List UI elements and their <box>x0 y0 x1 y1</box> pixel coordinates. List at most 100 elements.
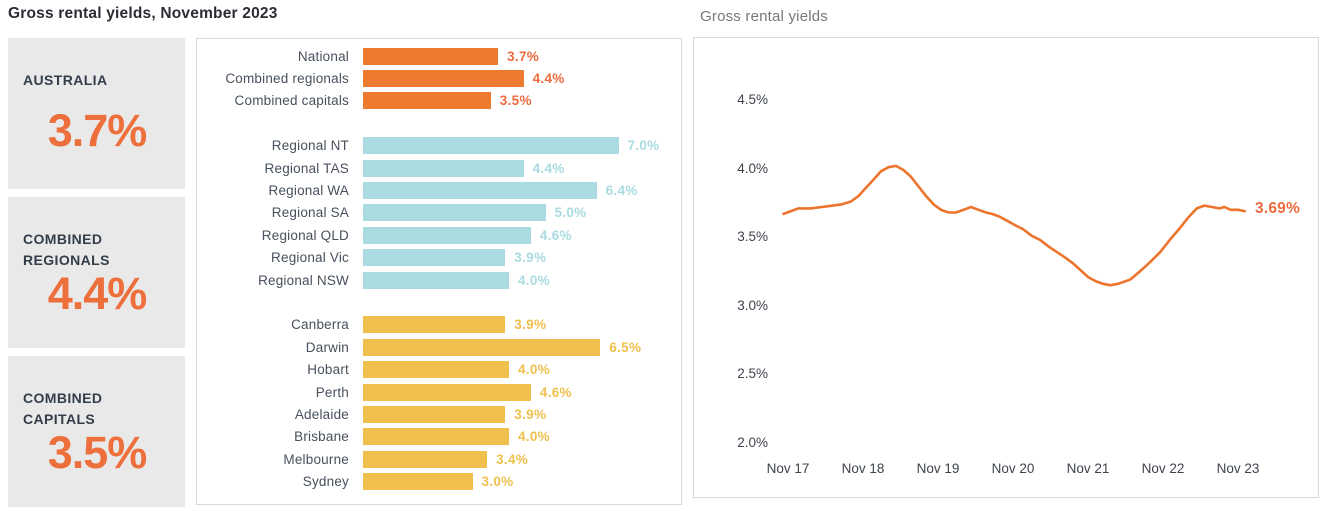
bar-value-label: 3.0% <box>481 474 514 490</box>
bar-rows: National 3.7% Combined regionals 4.4% Combin… <box>197 45 681 493</box>
bar-value-label: 6.4% <box>605 183 638 199</box>
bar <box>363 159 524 177</box>
bar-category-label: Hobart <box>307 362 349 378</box>
bar-row: Combined regionals 4.4% <box>197 67 681 89</box>
bar-value-label: 4.4% <box>532 71 565 87</box>
x-axis-tick-label: Nov 17 <box>766 461 810 476</box>
bar-category-label: Canberra <box>291 317 349 333</box>
y-axis-tick-label: 3.0% <box>737 298 768 313</box>
bar-value-label: 4.0% <box>518 429 550 445</box>
bar-row: Adelaide 3.9% <box>197 403 681 425</box>
bar <box>363 450 488 468</box>
bar <box>363 249 506 267</box>
bar-category-label: Regional SA <box>271 205 349 221</box>
summary-card-value: 3.7% <box>47 105 148 156</box>
bar-category-label: Darwin <box>305 339 349 355</box>
bar-category-label: Regional TAS <box>264 160 349 176</box>
bar <box>363 428 509 446</box>
bar-row: Canberra 3.9% <box>197 314 681 336</box>
bar-row: Darwin 6.5% <box>197 336 681 358</box>
x-axis-tick-label: Nov 20 <box>991 461 1035 476</box>
summary-card-value: 4.4% <box>47 268 148 319</box>
bar-row: Regional SA 5.0% <box>197 202 681 224</box>
bar-value-label: 4.0% <box>518 362 550 378</box>
bar <box>363 182 597 200</box>
bar-value-label: 4.4% <box>532 160 565 176</box>
y-axis-tick-label: 4.5% <box>737 92 768 107</box>
bar-value-label: 3.4% <box>496 451 529 467</box>
bar-row: Melbourne 3.4% <box>197 448 681 470</box>
bar <box>363 226 531 244</box>
bar-row: Brisbane 4.0% <box>197 426 681 448</box>
bar-value-label: 3.9% <box>514 317 547 333</box>
summary-card-combined-capitals: COMBINED CAPITALS 3.5% <box>8 356 185 507</box>
line-chart-title: Gross rental yields <box>700 8 829 25</box>
summary-card-label: COMBINED REGIONALS <box>23 231 110 268</box>
bar-row: Regional TAS 4.4% <box>197 157 681 179</box>
bar-value-label: 7.0% <box>627 138 660 154</box>
bar <box>363 92 491 110</box>
bar-value-label: 6.5% <box>609 339 642 355</box>
bar-category-label: Sydney <box>302 474 349 490</box>
bar-category-label: Regional Vic <box>271 250 349 266</box>
y-axis-tick-label: 3.5% <box>737 229 768 244</box>
bar <box>363 383 531 401</box>
page-title: Gross rental yields, November 2023 <box>8 5 278 22</box>
x-axis-tick-label: Nov 18 <box>841 461 885 476</box>
bar-group-spacer <box>197 112 681 134</box>
x-axis-tick-label: Nov 22 <box>1141 461 1185 476</box>
x-axis-tick-label: Nov 19 <box>916 461 960 476</box>
y-axis-tick-label: 4.0% <box>737 161 768 176</box>
bar-value-label: 4.0% <box>518 272 550 288</box>
summary-card-australia: AUSTRALIA 3.7% <box>8 38 185 189</box>
bar <box>363 338 601 356</box>
bar-value-label: 3.5% <box>499 93 532 109</box>
bar-row: Sydney 3.0% <box>197 470 681 492</box>
bar-value-label: 3.9% <box>514 406 547 422</box>
summary-card-label: AUSTRALIA <box>23 72 108 88</box>
summary-card-combined-regionals: COMBINED REGIONALS 4.4% <box>8 197 185 348</box>
y-axis-tick-label: 2.0% <box>737 435 768 450</box>
bar-row: Regional Vic 3.9% <box>197 247 681 269</box>
y-axis-tick-label: 2.5% <box>737 366 768 381</box>
bar-category-label: Adelaide <box>294 406 349 422</box>
bar-chart-panel: National 3.7% Combined regionals 4.4% Combin… <box>196 38 682 505</box>
bar-value-label: 4.6% <box>539 384 572 400</box>
bar <box>363 47 499 65</box>
bar <box>363 271 509 289</box>
bar-category-label: Combined regionals <box>225 71 349 87</box>
bar-row: Regional QLD 4.6% <box>197 224 681 246</box>
bar <box>363 204 546 222</box>
bar-value-label: 4.6% <box>539 227 572 243</box>
bar <box>363 137 619 155</box>
bar-category-label: National <box>297 48 349 64</box>
bar-value-label: 3.7% <box>507 48 540 64</box>
bar-category-label: Melbourne <box>283 451 349 467</box>
summary-card-label: COMBINED CAPITALS <box>23 390 103 427</box>
bar-category-label: Regional WA <box>268 183 349 199</box>
bar <box>363 316 506 334</box>
bar-category-label: Regional QLD <box>261 227 349 243</box>
bar-row: Combined capitals 3.5% <box>197 90 681 112</box>
bar-row: Perth 4.6% <box>197 381 681 403</box>
x-axis-tick-label: Nov 21 <box>1066 461 1110 476</box>
bar-group-spacer <box>197 291 681 313</box>
summary-card-value: 3.5% <box>47 427 148 478</box>
line-chart-panel: 3.69% 4.5% 4.0% 3.5% 3.0% 2.5% 2.0% Nov 17 Nov … <box>693 37 1319 498</box>
trend-line-svg <box>782 164 1247 287</box>
bar-category-label: Brisbane <box>294 429 349 445</box>
bar <box>363 473 473 491</box>
bar-category-label: Regional NSW <box>258 272 349 288</box>
line-end-value-label: 3.69% <box>1255 200 1300 217</box>
bar-row: Regional WA 6.4% <box>197 179 681 201</box>
bar-row: Hobart 4.0% <box>197 358 681 380</box>
bar-value-label: 5.0% <box>554 205 587 221</box>
bar <box>363 361 509 379</box>
summary-cards: AUSTRALIA 3.7% COMBINED REGIONALS 4.4% C… <box>8 38 185 507</box>
bar-row: National 3.7% <box>197 45 681 67</box>
bar-row: Regional NSW 4.0% <box>197 269 681 291</box>
bar-value-label: 3.9% <box>514 250 547 266</box>
bar <box>363 70 524 88</box>
bar-category-label: Perth <box>315 384 349 400</box>
bar-category-label: Combined capitals <box>234 93 349 109</box>
